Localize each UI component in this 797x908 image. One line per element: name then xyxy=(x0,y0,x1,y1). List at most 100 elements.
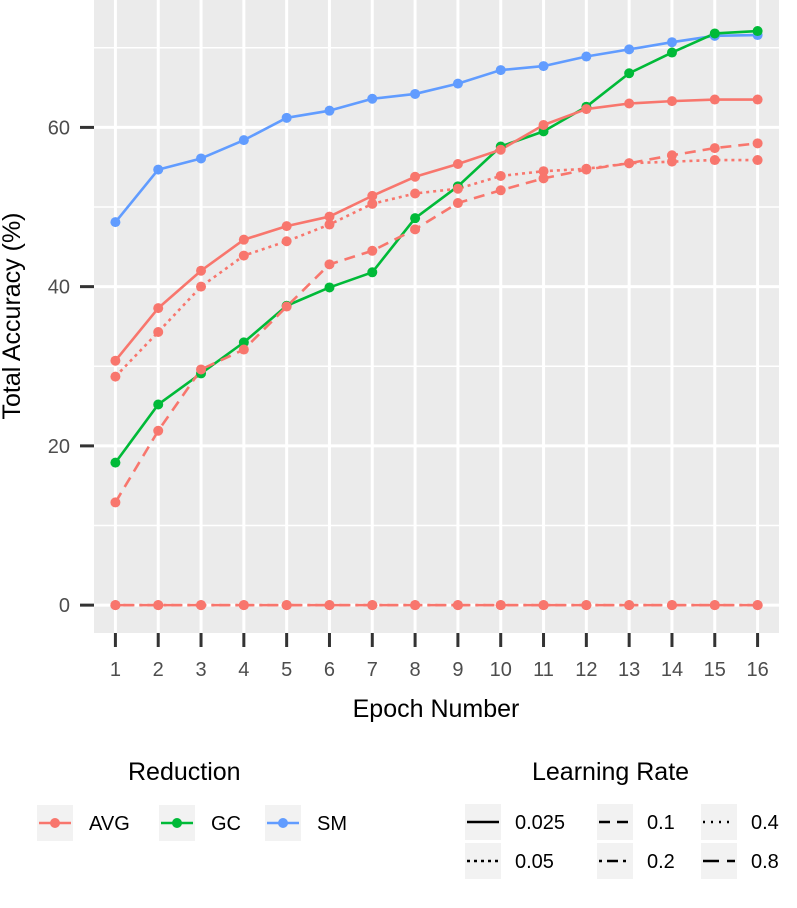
x-tick-label: 9 xyxy=(452,659,463,681)
series-points xyxy=(110,26,763,611)
data-point xyxy=(238,135,249,146)
data-point xyxy=(452,198,463,209)
data-point xyxy=(281,600,292,611)
x-tick-label: 6 xyxy=(324,659,335,681)
data-point xyxy=(110,371,121,382)
data-point xyxy=(452,78,463,89)
x-tick-label: 5 xyxy=(281,659,292,681)
x-tick-label: 12 xyxy=(575,659,597,681)
data-point xyxy=(495,144,506,155)
data-point xyxy=(538,600,549,611)
data-point xyxy=(153,327,164,338)
y-tick-label: 60 xyxy=(48,117,70,139)
data-point xyxy=(495,65,506,76)
legend-reduction-title: Reduction xyxy=(128,758,241,786)
data-point xyxy=(196,364,207,375)
data-point xyxy=(238,250,249,261)
data-point xyxy=(110,600,121,611)
x-tick-label: 15 xyxy=(704,659,726,681)
data-point xyxy=(709,143,720,154)
legend-label-gc: GC xyxy=(211,813,241,835)
data-point xyxy=(410,88,421,99)
x-tick-label: 16 xyxy=(746,659,768,681)
data-point xyxy=(153,164,164,175)
data-point xyxy=(110,457,121,468)
x-tick-label: 14 xyxy=(661,659,683,681)
x-tick-label: 11 xyxy=(533,659,554,681)
data-point xyxy=(367,93,378,104)
data-point xyxy=(752,26,763,37)
data-point xyxy=(196,265,207,276)
data-point xyxy=(196,281,207,292)
data-point xyxy=(752,600,763,611)
data-point xyxy=(709,600,720,611)
data-point xyxy=(495,600,506,611)
data-point xyxy=(624,98,635,109)
data-point xyxy=(153,600,164,611)
data-point xyxy=(410,600,421,611)
legend-label-sm: SM xyxy=(317,813,347,835)
data-point xyxy=(324,211,335,222)
data-point xyxy=(110,497,121,508)
data-point xyxy=(666,96,677,107)
data-point xyxy=(410,224,421,235)
data-point xyxy=(581,600,592,611)
data-point xyxy=(452,600,463,611)
y-tick-label: 20 xyxy=(48,436,70,458)
x-tick-label: 10 xyxy=(490,659,512,681)
legend-key-point xyxy=(278,818,288,828)
grid-lines xyxy=(94,0,779,633)
data-point xyxy=(367,600,378,611)
legend-label-lr: 0.4 xyxy=(751,812,779,834)
data-point xyxy=(281,236,292,247)
data-point xyxy=(281,221,292,232)
data-point xyxy=(538,120,549,131)
data-point xyxy=(581,104,592,115)
series-line-avg-0.025 xyxy=(114,98,758,362)
data-point xyxy=(367,198,378,209)
x-tick-label: 3 xyxy=(195,659,206,681)
data-point xyxy=(624,68,635,79)
data-point xyxy=(752,94,763,105)
series-line-gc-0.025 xyxy=(114,29,758,464)
legend-label-lr: 0.2 xyxy=(647,851,675,873)
legend-label-lr: 0.1 xyxy=(647,812,675,834)
data-point xyxy=(624,600,635,611)
data-point xyxy=(153,425,164,436)
x-tick-label: 7 xyxy=(367,659,378,681)
data-point xyxy=(752,138,763,149)
data-point xyxy=(624,44,635,55)
data-point xyxy=(196,600,207,611)
y-axis-title: Total Accuracy (%) xyxy=(0,212,26,419)
legend: Reduction Learning Rate AVG GC SM 0.025 0.1 0… xyxy=(37,758,779,879)
x-tick-label: 13 xyxy=(618,659,640,681)
data-point xyxy=(324,282,335,293)
data-point xyxy=(281,112,292,123)
data-point xyxy=(452,183,463,194)
legend-label-lr: 0.05 xyxy=(515,851,554,873)
data-point xyxy=(538,173,549,184)
data-point xyxy=(452,159,463,170)
data-point xyxy=(410,171,421,182)
data-point xyxy=(324,600,335,611)
data-point xyxy=(110,355,121,366)
series-line-avg-0.1 xyxy=(114,142,758,504)
data-point xyxy=(581,51,592,62)
data-point xyxy=(367,190,378,201)
data-point xyxy=(752,155,763,166)
x-tick-label: 8 xyxy=(410,659,421,681)
x-tick-label: 4 xyxy=(238,659,249,681)
data-point xyxy=(538,166,549,177)
data-point xyxy=(281,301,292,312)
legend-key-point xyxy=(172,818,182,828)
data-point xyxy=(324,219,335,230)
legend-learning-rate-title: Learning Rate xyxy=(532,758,689,786)
data-point xyxy=(238,234,249,245)
data-point xyxy=(666,37,677,48)
x-tick-label: 1 xyxy=(110,659,121,681)
legend-label-lr: 0.8 xyxy=(751,851,779,873)
data-point xyxy=(238,337,249,348)
data-point xyxy=(410,188,421,199)
data-point xyxy=(196,153,207,164)
